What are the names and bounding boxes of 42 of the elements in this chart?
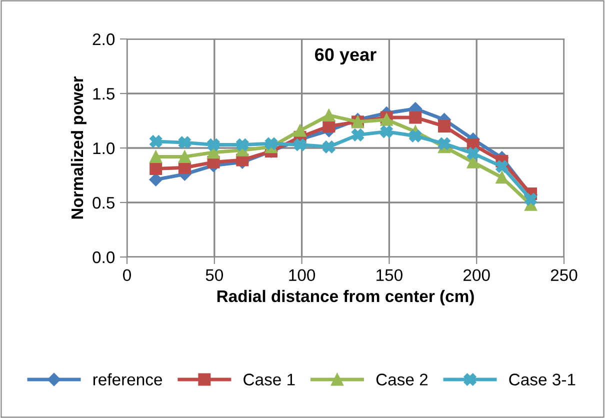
point bbox=[150, 150, 162, 163]
legend-label: Case 1 bbox=[244, 374, 295, 386]
point bbox=[409, 130, 422, 142]
y-tick-label: 1.5 bbox=[93, 88, 114, 100]
y-tick-label: 0.5 bbox=[92, 196, 114, 209]
point bbox=[150, 135, 162, 148]
point bbox=[466, 147, 480, 160]
legend-label: Case 2 bbox=[376, 374, 428, 386]
y-tick-label: 2.0 bbox=[92, 33, 115, 46]
x-tick-label: 100 bbox=[289, 269, 316, 282]
point bbox=[149, 173, 162, 186]
legend-label: Case 3-1 bbox=[509, 374, 576, 386]
point bbox=[264, 137, 278, 150]
x-tick-label: 200 bbox=[464, 269, 490, 282]
chart-title: 60 year bbox=[315, 48, 376, 65]
point bbox=[351, 128, 364, 142]
point bbox=[496, 160, 508, 173]
point bbox=[322, 140, 336, 154]
x-tick-label: 0 bbox=[123, 269, 131, 282]
legend-label: reference bbox=[93, 373, 162, 386]
point bbox=[438, 137, 451, 150]
point bbox=[466, 156, 480, 168]
x-tick-label: 50 bbox=[206, 269, 224, 282]
y-axis-title: Normalized power bbox=[70, 76, 86, 219]
point bbox=[236, 138, 249, 151]
point bbox=[207, 138, 220, 151]
y-tick-label: 1.0 bbox=[93, 142, 115, 154]
point bbox=[294, 124, 306, 137]
y-tick-label: 0.0 bbox=[92, 251, 115, 264]
point bbox=[178, 136, 191, 149]
point bbox=[496, 171, 508, 184]
point bbox=[524, 192, 538, 206]
x-axis-title: Radial distance from center (cm) bbox=[217, 290, 474, 306]
x-tick-label: 250 bbox=[550, 269, 578, 282]
point bbox=[380, 125, 393, 138]
point bbox=[294, 138, 306, 151]
point bbox=[409, 111, 422, 124]
x-tick-label: 150 bbox=[376, 269, 402, 282]
point bbox=[438, 120, 451, 132]
point bbox=[322, 109, 336, 122]
point bbox=[150, 162, 162, 175]
point bbox=[178, 150, 191, 163]
